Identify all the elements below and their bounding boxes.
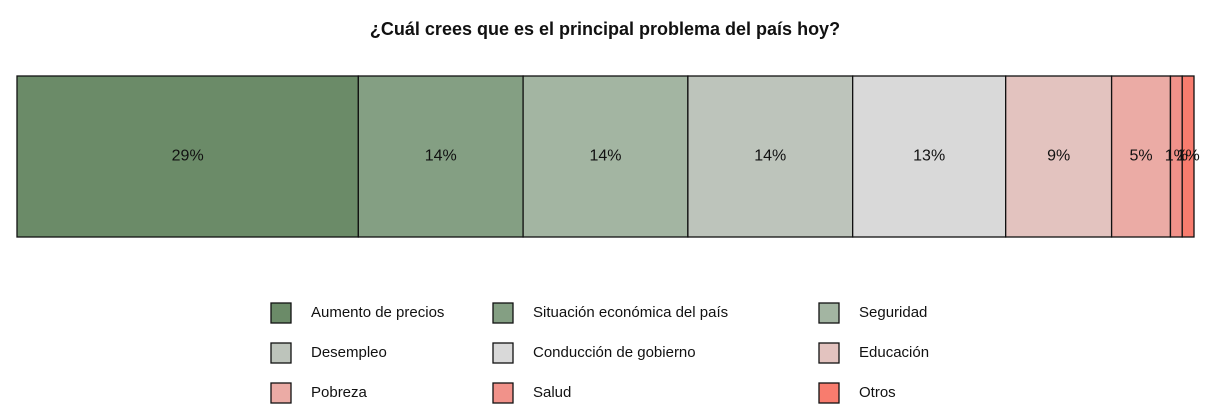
data-label: 13% [913, 148, 945, 165]
data-label: 5% [1129, 148, 1152, 165]
bar-segment [852, 75, 1007, 238]
data-label: 14% [589, 148, 621, 165]
legend-label: Seguridad [859, 304, 927, 321]
data-label: 14% [754, 148, 786, 165]
legend-label: Otros [859, 384, 896, 401]
bar-segment [687, 75, 854, 238]
legend-swatch [492, 302, 514, 324]
data-label: 14% [425, 148, 457, 165]
bar-segment [16, 75, 359, 238]
legend-swatch [818, 342, 840, 364]
data-label: 1% [1177, 148, 1200, 165]
bar-segment [1181, 75, 1195, 238]
chart-title: ¿Cuál crees que es el principal problema… [370, 19, 840, 39]
legend-swatch [270, 342, 292, 364]
data-label: 9% [1047, 148, 1070, 165]
bar-segment [1110, 75, 1172, 238]
legend-label: Conducción de gobierno [533, 344, 696, 361]
legend-swatch [818, 302, 840, 324]
bar-segment [522, 75, 689, 238]
bar-segment [1005, 75, 1113, 238]
legend-swatch [492, 382, 514, 404]
legend-label: Aumento de precios [311, 304, 444, 321]
legend-swatch [818, 382, 840, 404]
legend-label: Desempleo [311, 344, 387, 361]
legend-swatch [270, 302, 292, 324]
legend-label: Salud [533, 384, 571, 401]
legend-label: Educación [859, 344, 929, 361]
bar-segment [357, 75, 524, 238]
legend-label: Pobreza [311, 384, 368, 401]
legend-swatch [270, 382, 292, 404]
data-label: 29% [172, 148, 204, 165]
legend-label: Situación económica del país [533, 304, 728, 321]
legend-swatch [492, 342, 514, 364]
data-label: 1% [1165, 148, 1188, 165]
